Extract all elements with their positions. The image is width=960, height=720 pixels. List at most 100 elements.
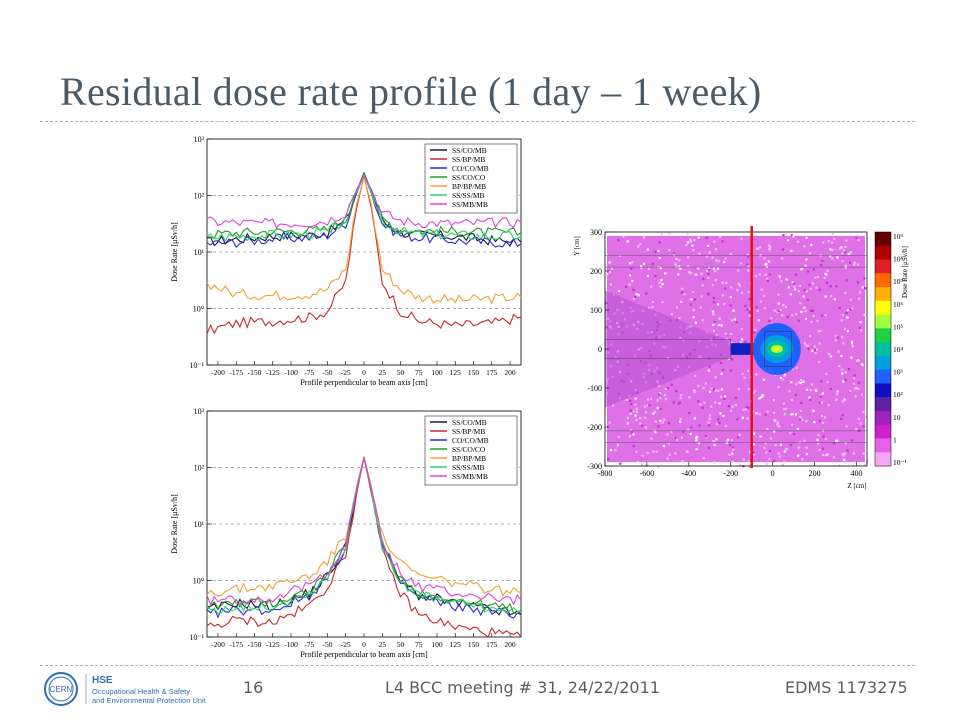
y-tick-label: 10⁻¹ [189, 361, 204, 370]
map-speckle [850, 340, 854, 343]
map-speckle [678, 259, 681, 262]
map-speckle [720, 372, 723, 375]
map-speckle [810, 243, 813, 247]
legend-label: SS/MB/MB [452, 472, 488, 481]
map-speckle [862, 411, 865, 414]
map-speckle [829, 355, 833, 358]
map-speckle [794, 393, 797, 397]
x-axis-label: Profile perpendicular to beam axis [cm] [300, 378, 428, 387]
map-speckle [660, 279, 663, 282]
map-speckle [634, 403, 637, 406]
map-speckle [748, 232, 751, 235]
map-speckle [809, 398, 812, 401]
map-speckle [755, 373, 758, 376]
map-speckle [717, 324, 721, 327]
map-speckle [718, 402, 721, 405]
map-speckle [708, 390, 712, 393]
map-speckle [864, 287, 867, 290]
map-speckle [811, 309, 814, 312]
map-speckle [714, 401, 717, 404]
map-speckle [661, 300, 664, 304]
map-speckle [713, 240, 716, 243]
y-tick-label: 10⁰ [193, 305, 204, 314]
map-speckle [672, 463, 675, 466]
x-tick-label: 400 [851, 469, 863, 478]
map-speckle [818, 419, 821, 422]
map-speckle [790, 249, 793, 252]
map-speckle [608, 421, 611, 424]
x-tick-label: -600 [640, 469, 655, 478]
map-speckle [793, 433, 796, 436]
map-speckle [725, 281, 728, 284]
map-speckle [707, 276, 710, 279]
series-line-ss-mb-mb [206, 457, 522, 607]
map-speckle [719, 361, 722, 365]
y-tick-label: 10³ [194, 135, 205, 144]
map-speckle [697, 400, 700, 403]
map-speckle [635, 410, 639, 414]
map-speckle [652, 412, 655, 415]
map-speckle [824, 272, 827, 276]
map-speckle [809, 334, 812, 338]
map-speckle [614, 449, 617, 452]
map-speckle [686, 265, 689, 268]
map-speckle [755, 306, 758, 309]
map-speckle [794, 413, 797, 416]
map-speckle [699, 306, 702, 309]
colorbar-tick-label: 10⁸ [893, 255, 904, 264]
map-speckle [797, 319, 800, 322]
map-speckle [822, 435, 825, 438]
map-speckle [809, 389, 813, 392]
map-speckle [866, 459, 869, 462]
map-speckle [635, 418, 638, 422]
map-speckle [803, 306, 806, 309]
map-speckle [679, 420, 682, 423]
map-speckle [766, 427, 769, 430]
map-speckle [843, 251, 846, 254]
map-speckle [739, 341, 743, 344]
map-speckle [657, 249, 660, 252]
map-speckle [707, 268, 710, 271]
map-speckle [697, 267, 700, 270]
map-speckle [698, 424, 701, 427]
map-speckle [853, 377, 856, 380]
map-speckle [677, 402, 680, 405]
map-speckle [810, 321, 813, 324]
map-speckle [768, 449, 771, 453]
map-speckle [689, 238, 692, 241]
map-speckle [781, 463, 784, 467]
map-speckle [790, 398, 793, 401]
map-speckle [653, 429, 656, 432]
map-speckle [634, 414, 637, 417]
beam-cone [605, 290, 731, 408]
map-speckle [833, 237, 836, 241]
map-speckle [783, 413, 786, 416]
map-speckle [737, 282, 740, 286]
map-speckle [853, 261, 856, 264]
x-tick-label: 25 [379, 640, 387, 649]
map-speckle [780, 280, 783, 283]
map-speckle [782, 234, 785, 237]
map-speckle [640, 265, 643, 268]
x-tick-label: 150 [468, 368, 480, 377]
map-speckle [858, 326, 861, 329]
map-speckle [674, 452, 677, 455]
map-speckle [730, 358, 734, 361]
map-speckle [755, 412, 758, 415]
map-speckle [610, 267, 613, 270]
map-speckle [813, 345, 816, 348]
map-speckle [608, 271, 612, 274]
map-speckle [860, 393, 863, 396]
map-speckle [617, 289, 621, 293]
legend-box [424, 143, 518, 214]
map-speckle [730, 439, 733, 442]
map-speckle [805, 258, 808, 261]
map-speckle [729, 304, 732, 307]
map-speckle [714, 376, 717, 379]
map-speckle [769, 246, 772, 249]
map-speckle [856, 234, 859, 237]
map-speckle [756, 309, 759, 312]
map-speckle [675, 438, 679, 441]
map-speckle [711, 310, 714, 313]
